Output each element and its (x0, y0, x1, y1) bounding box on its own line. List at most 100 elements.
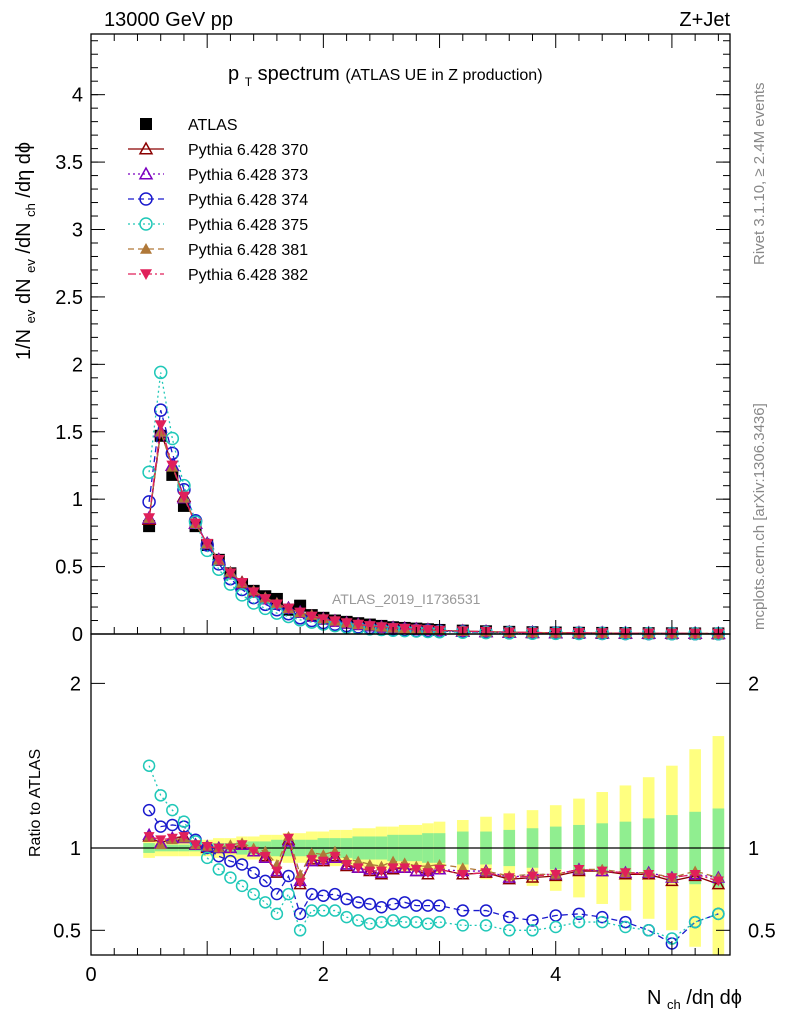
ratio-point (643, 869, 655, 880)
ratio-point (572, 907, 586, 921)
legend-item: Pythia 6.428 374 (128, 192, 308, 209)
ratio-point (142, 803, 156, 817)
ratio-point (422, 868, 434, 879)
data-point (270, 599, 283, 611)
legend-item: Pythia 6.428 381 (128, 242, 308, 259)
data-point (224, 568, 237, 580)
legend-item: Pythia 6.428 375 (128, 217, 308, 234)
ratio-point (712, 876, 724, 887)
ratio-point (224, 871, 237, 884)
ratio-point (248, 846, 260, 857)
data-point (340, 618, 353, 630)
ratio-point (328, 887, 342, 901)
y-axis-label-main: 1/N ev dN ev /dN ch /dη dϕ (13, 142, 40, 360)
ratio-point (328, 850, 342, 864)
ratio-point (166, 818, 179, 832)
ratio-point (712, 907, 725, 921)
ratio-point (526, 924, 539, 937)
ratio-point (619, 868, 631, 879)
ratio-point (457, 869, 469, 880)
watermark: ATLAS_2019_I1736531 (332, 591, 481, 607)
y-tick-label-ratio: 0.5 (53, 920, 81, 942)
ratio-point (154, 789, 167, 802)
ratio-point (399, 863, 411, 874)
ratio-point (596, 866, 608, 877)
ratio-point (374, 867, 389, 880)
ratio-point (294, 878, 306, 889)
header-left: 13000 GeV pp (104, 9, 233, 31)
ratio-point (282, 869, 295, 883)
ratio-point (387, 863, 399, 874)
y-tick-label-ratio-right: 1 (748, 838, 759, 860)
ratio-point (526, 871, 538, 882)
ratio-point (457, 862, 469, 873)
ratio-point (271, 858, 283, 869)
legend-label: Pythia 6.428 381 (188, 242, 308, 259)
plot-title-main: p (228, 63, 239, 85)
data-point (294, 607, 307, 619)
data-point (398, 623, 411, 635)
ratio-point (711, 877, 726, 890)
ratio-point (351, 896, 365, 909)
ratio-point (340, 892, 353, 906)
ratio-point (154, 820, 167, 833)
data-point (153, 365, 168, 380)
ratio-point (364, 866, 376, 877)
ratio-point (178, 832, 190, 842)
ratio-point (317, 889, 330, 902)
main-frame (90, 33, 731, 635)
ratio-series-group (91, 759, 730, 950)
ratio-point (317, 856, 329, 867)
ratio-point (213, 843, 225, 854)
legend-item: Pythia 6.428 382 (128, 267, 308, 284)
legend: ATLAS Pythia 6.428 370 Pythia 6.428 373 Pyt… (128, 117, 308, 284)
ratio-point (143, 832, 155, 842)
data-point (212, 555, 225, 566)
ratio-point (305, 887, 318, 901)
ratio-point (479, 919, 493, 932)
ratio-point (479, 904, 493, 917)
ratio-point (212, 863, 226, 876)
ratio-point (270, 865, 284, 878)
ratio-point (283, 833, 295, 844)
ratio-point (306, 855, 318, 866)
ratio-point (688, 915, 702, 929)
data-point (142, 495, 156, 509)
ratio-point (456, 904, 470, 917)
ratio-point (619, 920, 632, 934)
ratio-point (201, 841, 213, 852)
ratio-point (480, 868, 492, 879)
ratio-point (224, 854, 237, 868)
legend-item: ATLAS (140, 117, 238, 134)
y-tick-label-ratio-right: 0.5 (748, 920, 776, 942)
ratio-point (190, 840, 202, 851)
data-point (189, 518, 202, 530)
legend-marker (139, 217, 153, 231)
legend-marker (139, 192, 153, 206)
series-ratio-3 (142, 759, 725, 945)
mcplots-label: mcplots.cern.ch [arXiv:1306.3436] (751, 403, 768, 630)
data-point (363, 621, 376, 632)
ratio-point (259, 896, 272, 909)
y-tick-label-main: 0 (72, 624, 83, 646)
ratio-point (351, 914, 365, 927)
ratio-point (503, 910, 516, 924)
ratio-point (572, 915, 586, 929)
data-point (375, 622, 388, 633)
y-axis-label-ratio: Ratio to ATLAS (27, 749, 44, 857)
axes-group: 00.511.522.533.540.5 0.51 12 20 2 4 (53, 33, 776, 986)
ratio-point (375, 915, 388, 929)
ratio-point (282, 887, 295, 901)
legend-label: ATLAS (188, 117, 238, 134)
data-point (142, 465, 156, 479)
data-point (143, 513, 156, 525)
ratio-point (364, 858, 376, 869)
y-tick-label-main: 3 (72, 220, 83, 242)
ratio-point (200, 851, 214, 865)
rivet-label: Rivet 3.1.10, ≥ 2.4M events (751, 83, 768, 266)
y-tick-label-ratio-right: 2 (748, 673, 759, 695)
plot-title-paren: (ATLAS UE in Z production) (345, 67, 542, 84)
ratio-point (293, 924, 307, 937)
legend-label: Pythia 6.428 382 (188, 267, 308, 284)
